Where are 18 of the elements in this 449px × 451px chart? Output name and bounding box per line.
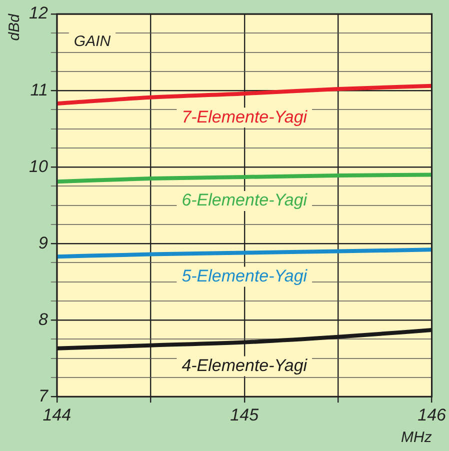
- series-label: 4-Elemente-Yagi: [182, 356, 308, 376]
- y-tick-label: 7: [38, 386, 48, 406]
- y-tick-label: 11: [30, 80, 48, 100]
- line-series: [56, 172, 432, 184]
- y-tick-label: 10: [28, 156, 48, 176]
- x-tick-label: 146: [418, 406, 447, 425]
- y-axis-title: dBd: [6, 13, 24, 41]
- line-series: [56, 248, 432, 259]
- series-label: 6-Elemente-Yagi: [182, 190, 308, 210]
- y-tick-label: 12: [28, 4, 48, 23]
- annotation: GAIN: [74, 33, 111, 50]
- y-tick-label: 8: [38, 310, 48, 329]
- x-tick-label: 144: [42, 406, 72, 425]
- x-axis-title: MHz: [400, 429, 432, 446]
- series-label: 7-Elemente-Yagi: [182, 107, 308, 126]
- series-label: 5-Elemente-Yagi: [182, 266, 308, 286]
- x-tick-label: 145: [230, 406, 260, 425]
- y-tick-label: 9: [38, 233, 48, 252]
